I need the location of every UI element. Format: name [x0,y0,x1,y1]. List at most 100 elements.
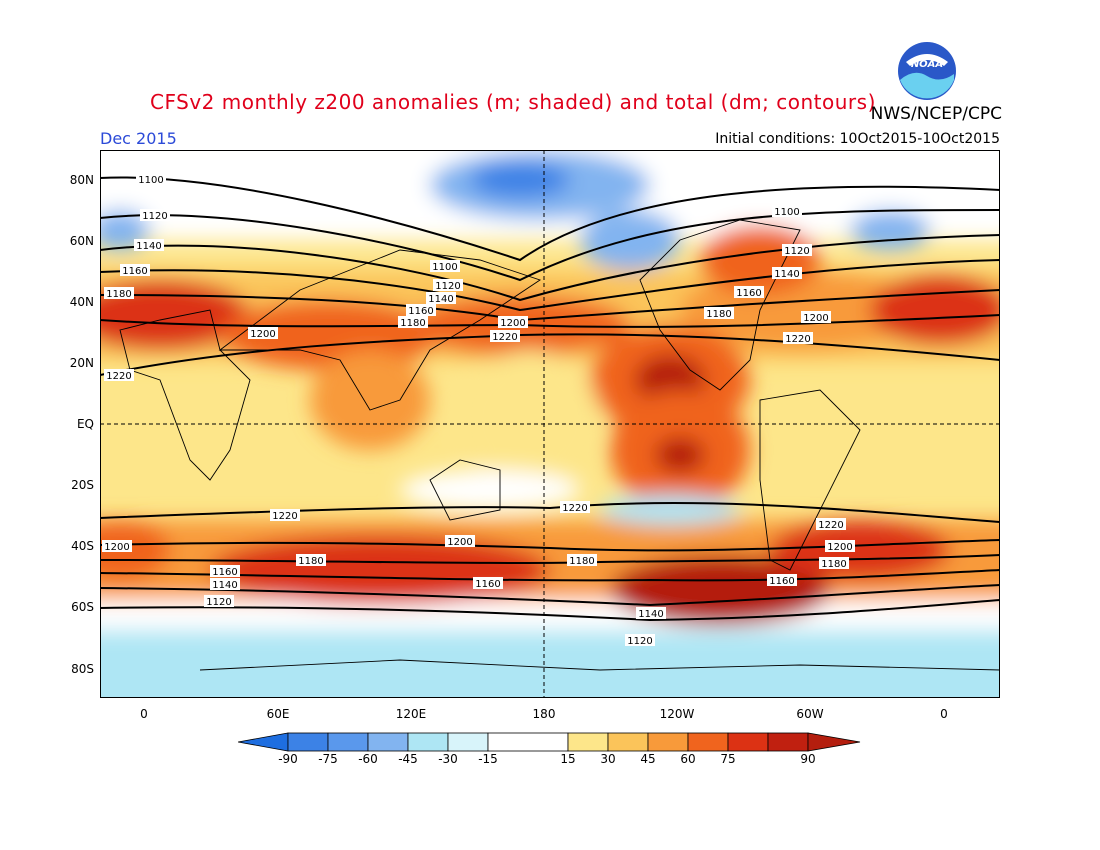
contour-label: 1140 [772,267,802,280]
lat-label: 60S [71,600,94,614]
contour-label: 1220 [104,369,134,382]
svg-text:1120: 1120 [142,211,167,222]
svg-text:1140: 1140 [774,269,799,280]
contour-label: 1220 [270,509,300,522]
contour-label: 1200 [102,540,132,553]
svg-text:1160: 1160 [736,288,761,299]
lon-label: 120W [659,707,695,721]
svg-text:1100: 1100 [432,262,457,273]
svg-text:1140: 1140 [638,609,663,620]
contour-label: 1220 [490,330,520,343]
svg-text:1200: 1200 [827,542,852,553]
contour-label: 1100 [772,205,802,218]
contour-label: 1120 [140,209,170,222]
contour-label: 1200 [825,540,855,553]
z200-anomaly-map: 1100 1120 1140 1160 1180 1200 1220 1100 … [100,150,1000,698]
svg-text:1220: 1220 [492,332,517,343]
svg-text:1220: 1220 [272,511,297,522]
contour-label: 1160 [734,286,764,299]
svg-text:1160: 1160 [122,266,147,277]
svg-text:1180: 1180 [821,559,846,570]
contour-label: 1200 [498,316,528,329]
initial-conditions: Initial conditions: 10Oct2015-10Oct2015 [715,131,1000,147]
svg-text:1180: 1180 [106,289,131,300]
contour-label: 1120 [433,279,463,292]
contour-label: 1200 [248,327,278,340]
contour-label: 1180 [398,316,428,329]
contour-label: 1180 [704,307,734,320]
contour-label: 1200 [801,311,831,324]
svg-text:1220: 1220 [562,503,587,514]
contour-label: 1140 [210,578,240,591]
svg-text:1160: 1160 [475,579,500,590]
colorbar-label: -60 [358,752,378,766]
svg-text:1220: 1220 [785,334,810,345]
lat-label: 20N [69,356,94,370]
colorbar-label: 90 [800,752,816,766]
noaa-logo-text: NOAA [911,59,943,70]
svg-text:1120: 1120 [435,281,460,292]
svg-text:1160: 1160 [408,306,433,317]
svg-text:1220: 1220 [106,371,131,382]
anomaly-colorbar [238,732,861,752]
contour-label: 1120 [204,595,234,608]
contour-label: 1160 [120,264,150,277]
contour-label: 1220 [560,501,590,514]
colorbar-label: 45 [640,752,656,766]
lon-label: 0 [940,707,948,721]
noaa-logo: NOAA [898,42,956,100]
lat-label: 80S [71,662,94,676]
contour-label: 1160 [767,574,797,587]
lat-label: 60N [69,234,94,248]
map-title: CFSv2 monthly z200 anomalies (m; shaded)… [150,90,876,114]
forecast-month: Dec 2015 [100,129,177,148]
svg-text:1160: 1160 [212,567,237,578]
lat-label: EQ [76,417,94,431]
lon-label: 60E [266,707,290,721]
svg-text:1120: 1120 [784,246,809,257]
colorbar-label: 60 [680,752,696,766]
svg-text:1180: 1180 [298,556,323,567]
colorbar-label: 30 [600,752,616,766]
lon-label: 60W [796,707,824,721]
svg-text:1160: 1160 [769,576,794,587]
svg-text:1180: 1180 [400,318,425,329]
colorbar-label: -45 [398,752,418,766]
svg-text:1100: 1100 [138,175,163,186]
svg-text:1120: 1120 [206,597,231,608]
contour-label: 1140 [426,292,456,305]
lat-label: 40N [69,295,94,309]
agency-label: NWS/NCEP/CPC [870,104,1002,124]
colorbar-label: -15 [478,752,498,766]
lon-label: 120E [395,707,427,721]
contour-label: 1180 [567,554,597,567]
colorbar-label: -30 [438,752,458,766]
lat-label: 40S [71,539,94,553]
svg-text:1200: 1200 [250,329,275,340]
svg-text:1200: 1200 [104,542,129,553]
svg-text:1180: 1180 [706,309,731,320]
svg-text:1140: 1140 [212,580,237,591]
colorbar-label: -90 [278,752,298,766]
colorbar-label: 15 [560,752,576,766]
svg-text:1120: 1120 [627,636,652,647]
svg-text:1140: 1140 [136,241,161,252]
contour-label: 1100 [136,173,166,186]
svg-text:1200: 1200 [803,313,828,324]
contour-label: 1180 [296,554,326,567]
contour-label: 1200 [445,535,475,548]
contour-label: 1120 [625,634,655,647]
contour-label: 1100 [430,260,460,273]
svg-text:1180: 1180 [569,556,594,567]
contour-label: 1220 [783,332,813,345]
lat-label: 80N [69,173,94,187]
contour-label: 1140 [134,239,164,252]
lon-label: 180 [532,707,556,721]
colorbar-label: -75 [318,752,338,766]
lat-label: 20S [71,478,94,492]
contour-label: 1140 [636,607,666,620]
svg-text:1100: 1100 [774,207,799,218]
svg-text:1200: 1200 [500,318,525,329]
contour-label: 1160 [473,577,503,590]
svg-text:1220: 1220 [818,520,843,531]
